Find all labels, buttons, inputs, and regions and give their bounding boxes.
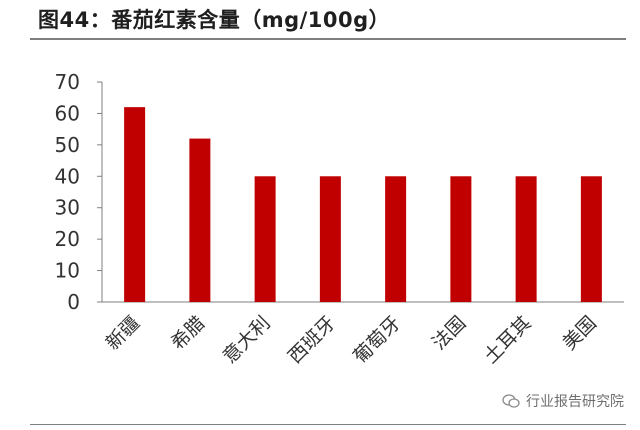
y-tick-label: 70: [55, 70, 80, 94]
x-tick-label: 法国: [428, 312, 470, 354]
y-tick-label: 30: [55, 196, 80, 220]
watermark: 行业报告研究院: [502, 391, 624, 411]
bar-4: [319, 176, 341, 302]
chart-title: 图44：番茄红素含量（mg/100g）: [38, 8, 391, 32]
y-tick-label: 10: [55, 259, 80, 283]
bar-2: [189, 138, 211, 302]
wechat-icon: [502, 394, 520, 408]
title-divider: [30, 38, 626, 40]
bottom-divider: [30, 424, 626, 425]
bar-6: [450, 176, 472, 302]
x-tick-label: 新疆: [102, 312, 144, 354]
x-tick-label: 葡萄牙: [349, 312, 405, 368]
y-tick-label: 50: [55, 133, 80, 157]
y-tick-label: 0: [67, 290, 80, 314]
x-tick-label: 美国: [558, 312, 600, 354]
bar-8: [580, 176, 602, 302]
bar-5: [385, 176, 407, 302]
bar-1: [124, 107, 146, 303]
y-tick-label: 60: [55, 101, 80, 125]
y-tick-label: 40: [55, 164, 80, 188]
bar-7: [515, 176, 537, 302]
y-tick-label: 20: [55, 227, 80, 251]
x-tick-label: 土耳其: [480, 312, 536, 368]
bar-3: [254, 176, 276, 302]
x-tick-label: 意大利: [219, 312, 275, 368]
x-tick-label: 西班牙: [284, 312, 340, 368]
x-tick-label: 希腊: [167, 312, 209, 354]
watermark-text: 行业报告研究院: [526, 394, 624, 410]
